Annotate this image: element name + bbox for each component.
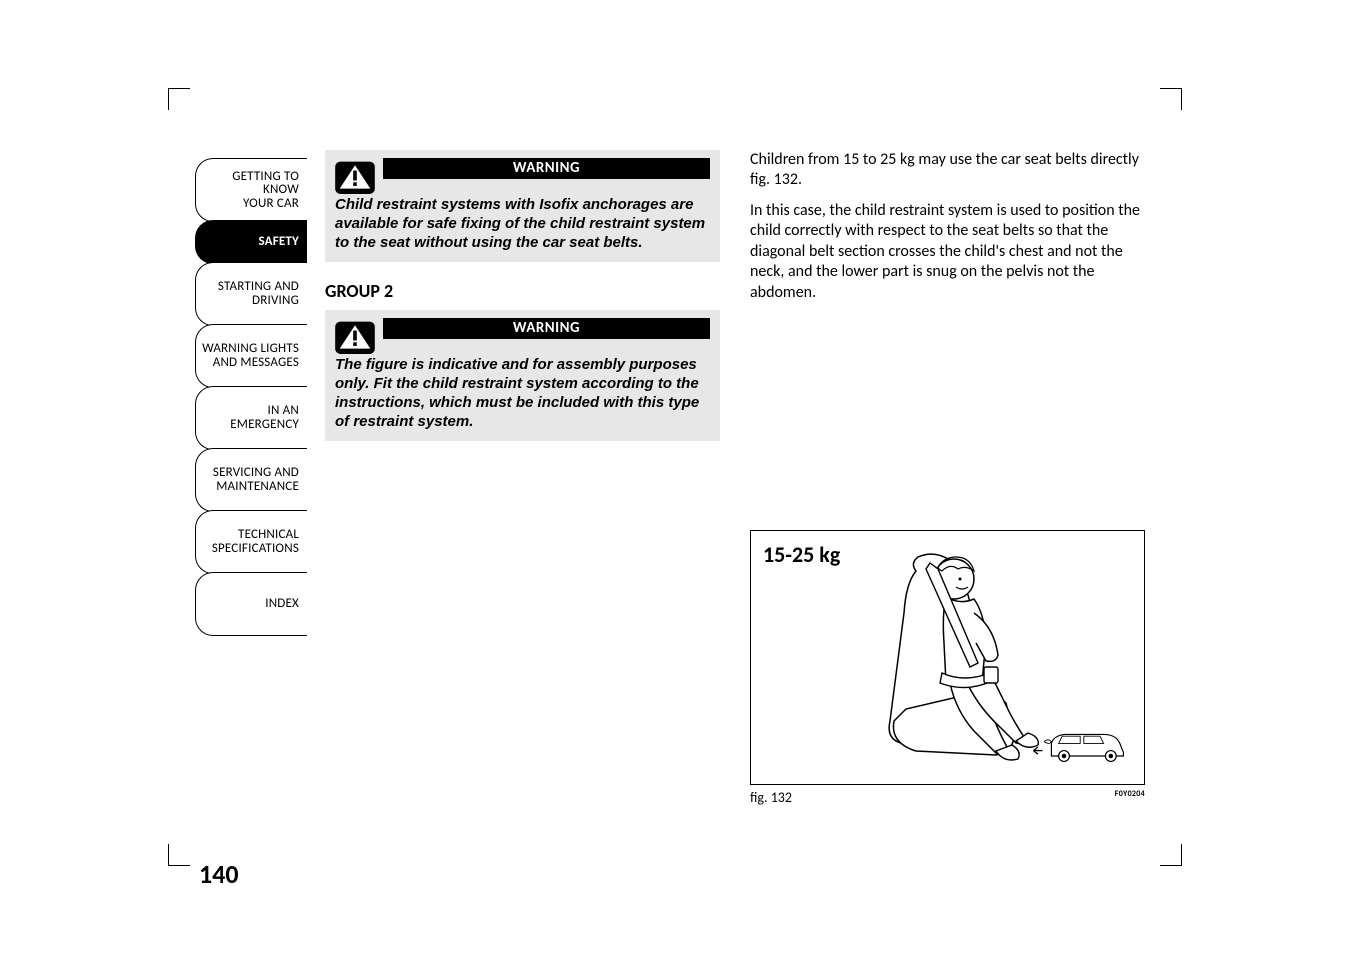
crop-mark-tl	[168, 88, 190, 110]
paragraph: In this case, the child restraint system…	[750, 201, 1145, 303]
figure-132: 15-25 kg	[750, 530, 1145, 806]
warning-triangle-icon	[335, 158, 375, 194]
figure-caption: fig. 132	[750, 789, 792, 806]
tab-emergency[interactable]: IN AN EMERGENCY	[195, 386, 307, 450]
crop-mark-tr	[1160, 88, 1182, 110]
warning-body-text: Child restraint systems with Isofix anch…	[335, 196, 710, 252]
tab-safety[interactable]: SAFETY	[195, 220, 307, 264]
tab-label: IN AN EMERGENCY	[196, 404, 299, 431]
figure-caption-row: fig. 132 F0Y0204	[750, 789, 1145, 806]
tab-warning-lights[interactable]: WARNING LIGHTSAND MESSAGES	[195, 324, 307, 388]
tab-label: SERVICING ANDMAINTENANCE	[213, 466, 299, 493]
paragraph: Children from 15 to 25 kg may use the ca…	[750, 150, 1145, 191]
figure-box: 15-25 kg	[750, 530, 1145, 785]
tab-technical[interactable]: TECHNICALSPECIFICATIONS	[195, 510, 307, 574]
child-seat-illustration	[846, 543, 1136, 778]
left-column: WARNING Child restraint systems with Iso…	[325, 150, 720, 459]
tab-getting-to-know[interactable]: GETTING TO KNOWYOUR CAR	[195, 158, 307, 222]
crop-mark-bl	[168, 844, 190, 866]
page: GETTING TO KNOWYOUR CAR SAFETY STARTING …	[205, 150, 1145, 870]
right-column: Children from 15 to 25 kg may use the ca…	[750, 150, 1145, 313]
warning-triangle-icon	[335, 318, 375, 354]
tab-label: WARNING LIGHTSAND MESSAGES	[202, 342, 299, 369]
tab-label: GETTING TO KNOWYOUR CAR	[196, 170, 299, 211]
crop-mark-br	[1160, 844, 1182, 866]
figure-code: F0Y0204	[1115, 789, 1145, 806]
tab-label: TECHNICALSPECIFICATIONS	[212, 528, 299, 555]
page-number: 140	[199, 858, 239, 890]
tab-label: INDEX	[265, 597, 299, 611]
warning-header: WARNING	[383, 158, 710, 179]
tab-index[interactable]: INDEX	[195, 572, 307, 636]
section-title-group2: GROUP 2	[325, 280, 720, 302]
tab-starting-driving[interactable]: STARTING ANDDRIVING	[195, 262, 307, 326]
warning-block-figure: WARNING The figure is indicative and for…	[325, 310, 720, 441]
warning-header: WARNING	[383, 318, 710, 339]
warning-body-text: The figure is indicative and for assembl…	[335, 356, 710, 431]
figure-weight-label: 15-25 kg	[763, 541, 840, 568]
tab-servicing[interactable]: SERVICING ANDMAINTENANCE	[195, 448, 307, 512]
tab-label: STARTING ANDDRIVING	[218, 280, 299, 307]
sidebar-tabs: GETTING TO KNOWYOUR CAR SAFETY STARTING …	[195, 158, 307, 634]
warning-block-isofix: WARNING Child restraint systems with Iso…	[325, 150, 720, 262]
tab-label: SAFETY	[258, 235, 299, 249]
